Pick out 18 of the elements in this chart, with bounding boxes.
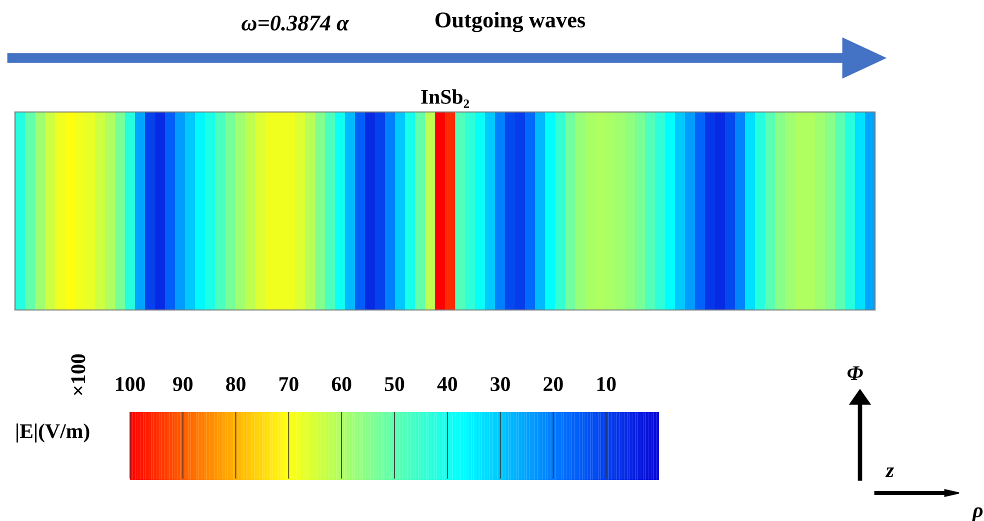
- text: Outgoing waves: [435, 12, 586, 32]
- color-bar-title: |E|(V/m): [16, 424, 90, 442]
- color-bar-label: 80: [226, 377, 246, 392]
- text: ρ: [972, 507, 983, 521]
- color-bar-label: 50: [384, 377, 404, 392]
- color-bar-label: 20: [544, 377, 563, 392]
- text: z: [885, 467, 894, 478]
- color-bar-label: 30: [490, 377, 510, 392]
- color-bar-label: 100: [116, 377, 145, 392]
- text: ×100: [71, 354, 86, 396]
- color-bar-label: 70: [279, 377, 298, 392]
- text: Φ: [847, 366, 863, 380]
- text: ω=0.3874 α: [242, 16, 350, 31]
- color-bar-label: 10: [597, 377, 616, 392]
- color-bar-label: 60: [332, 377, 352, 392]
- color-bar-label: 90: [173, 377, 193, 392]
- color-bar-label: 40: [437, 377, 458, 392]
- chart-title: InSb₂: [421, 89, 470, 108]
